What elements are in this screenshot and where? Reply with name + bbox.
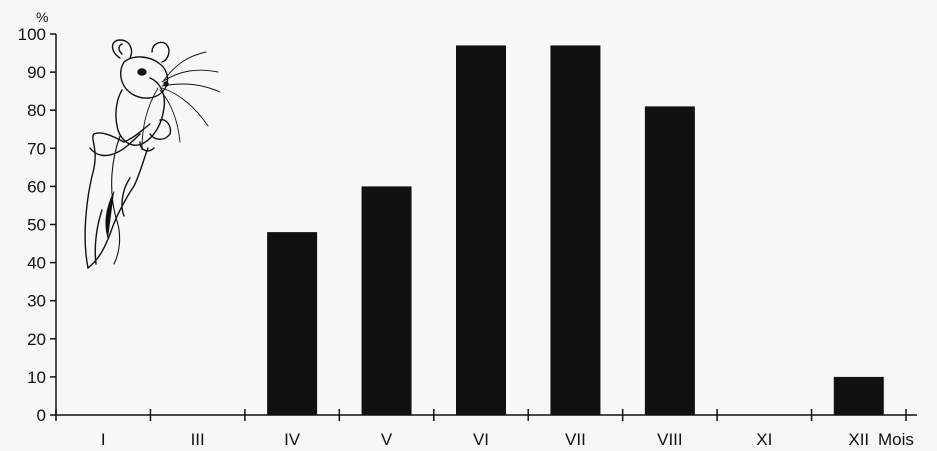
bar-VII	[550, 45, 601, 416]
y-tick-label: 30	[27, 292, 46, 311]
y-tick-label: 100	[18, 25, 46, 44]
x-tick-label: XII	[848, 430, 869, 449]
bar-VI	[456, 45, 506, 416]
x-tick-label: VII	[565, 430, 586, 449]
y-tick-label: 10	[27, 368, 46, 387]
bar-VIII	[644, 106, 695, 415]
y-tick-label: 50	[27, 216, 46, 235]
bar-V	[361, 186, 412, 415]
x-tick-label: IV	[284, 430, 301, 449]
y-tick-label: 70	[27, 139, 46, 158]
y-ticks: 0 10 20 30 40 50 60 70 80 90 100	[18, 25, 56, 425]
x-tick-label: I	[101, 430, 106, 449]
y-tick-label: 40	[27, 254, 46, 273]
bars	[267, 45, 884, 416]
bar-XII	[833, 376, 884, 415]
x-ticks: I III IV V VI VII VIII XI XII	[55, 409, 907, 449]
x-tick-label: VI	[473, 430, 489, 449]
y-tick-label: 0	[37, 406, 46, 425]
y-axis-unit: %	[36, 9, 48, 25]
x-tick-label: III	[191, 430, 205, 449]
x-axis-label: Mois	[878, 430, 914, 449]
y-tick-label: 80	[27, 101, 46, 120]
x-tick-label: XI	[756, 430, 772, 449]
bar-IV	[267, 232, 318, 415]
y-tick-label: 20	[27, 330, 46, 349]
mouse-on-branch-illustration	[84, 39, 221, 269]
y-tick-label: 60	[27, 177, 46, 196]
x-tick-label: VIII	[657, 430, 683, 449]
x-tick-label: V	[381, 430, 393, 449]
y-tick-label: 90	[27, 63, 46, 82]
